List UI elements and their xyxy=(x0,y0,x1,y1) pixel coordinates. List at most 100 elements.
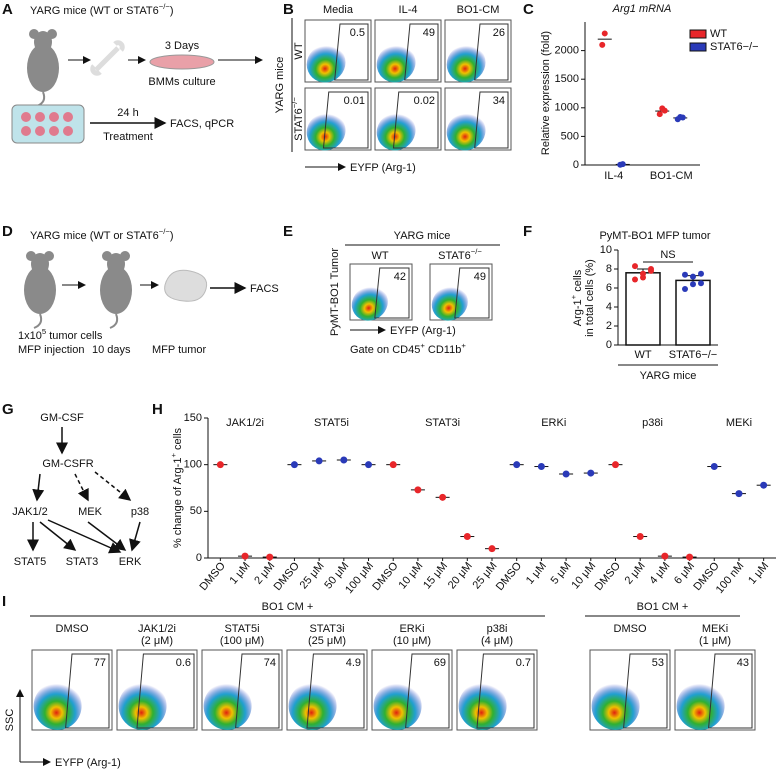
x-tick-label: BO1-CM xyxy=(650,170,693,182)
chart-title: Arg1 mRNA xyxy=(612,3,672,15)
label: MFP tumor xyxy=(152,344,207,356)
gate xyxy=(404,23,439,81)
group-label: BO1 CM + xyxy=(637,601,689,613)
gate-value: 53 xyxy=(652,657,664,669)
data-point xyxy=(266,553,274,561)
pathway-node: MEK xyxy=(78,506,103,518)
x-tick-label: 15 μM xyxy=(421,560,450,591)
plot-label: STAT3i xyxy=(309,623,344,635)
label: BMMs culture xyxy=(148,76,215,88)
panel-title-part: ) xyxy=(170,5,174,17)
y-tick-label: 0 xyxy=(573,159,579,171)
y-tick-label: 4 xyxy=(606,301,612,313)
plot-label: DMSO xyxy=(56,623,89,635)
group-label: STAT5i xyxy=(314,417,349,429)
data-point xyxy=(648,266,654,272)
plate-icon xyxy=(11,104,85,144)
label: 24 h xyxy=(117,107,138,119)
gate xyxy=(405,653,450,729)
group-label: p38i xyxy=(642,417,663,429)
mouse-icon xyxy=(99,250,133,329)
plot-label: JAK1/2i xyxy=(138,623,176,635)
data-point xyxy=(682,285,688,292)
y-tick-label: 8 xyxy=(606,263,612,275)
gate-note-part: + xyxy=(461,341,466,350)
gate xyxy=(306,653,365,729)
gate xyxy=(708,653,753,729)
y-tick-label: 50 xyxy=(190,505,202,517)
panel-title-part: −/− xyxy=(159,227,171,236)
column-label: STAT6−/− xyxy=(438,247,482,262)
plot-label: (10 μM) xyxy=(393,635,431,647)
y-tick-label: 2000 xyxy=(555,45,579,57)
data-point xyxy=(636,533,644,541)
x-tick-label: DMSO xyxy=(593,560,624,593)
gate-value: 42 xyxy=(394,271,406,283)
group-label: STAT3i xyxy=(425,417,460,429)
tumor-icon xyxy=(164,269,208,302)
flow-density xyxy=(118,682,167,730)
y-tick-label: 500 xyxy=(561,130,579,142)
x-tick-label: 25 μM xyxy=(298,560,327,591)
data-point xyxy=(698,270,704,277)
legend-swatch xyxy=(689,29,707,39)
gate-value: 77 xyxy=(94,657,106,669)
gate xyxy=(392,91,439,149)
pathway-node: STAT5 xyxy=(14,556,47,568)
plot-label: (2 μM) xyxy=(141,635,173,647)
panel-title: YARG mice (WT or STAT6−/−) xyxy=(30,227,174,242)
data-point xyxy=(679,114,686,121)
plot-label: MEKi xyxy=(702,623,728,635)
bar xyxy=(675,279,711,346)
gate-value: 0.6 xyxy=(176,657,191,669)
dish-icon xyxy=(149,54,215,70)
column-label: BO1-CM xyxy=(457,4,500,16)
side-label: PyMT-BO1 Tumor xyxy=(329,248,341,336)
x-tick-label: DMSO xyxy=(197,560,228,593)
flow-density xyxy=(458,682,507,730)
y-label: % change of Arg-1+ cells xyxy=(169,427,184,548)
header: YARG mice xyxy=(394,230,451,242)
x-tick-label: 10 μM xyxy=(396,560,425,591)
column-label-part: −/− xyxy=(471,247,483,256)
group-label: JAK1/2i xyxy=(226,417,264,429)
data-point xyxy=(611,461,619,469)
gate-value: 0.5 xyxy=(350,27,365,39)
column-label: WT xyxy=(371,250,388,262)
group-label: ERKi xyxy=(541,417,566,429)
data-point xyxy=(601,30,608,37)
flow-density xyxy=(376,112,416,151)
bar xyxy=(625,272,661,346)
plot-label: (100 μM) xyxy=(220,635,264,647)
gate-value: 49 xyxy=(474,271,486,283)
gate-value: 74 xyxy=(264,657,276,669)
gate xyxy=(334,23,369,81)
label: MFP injection xyxy=(18,344,84,356)
gate-note-part: + xyxy=(420,341,425,350)
group-label: BO1 CM + xyxy=(262,601,314,613)
gate-note-part: CD11b xyxy=(425,344,461,356)
x-label: EYFP (Arg-1) xyxy=(390,325,456,337)
column-label: IL-4 xyxy=(399,4,418,16)
plot-label: (25 μM) xyxy=(308,635,346,647)
y-label: Arg-1+ cells xyxy=(569,269,584,326)
legend-swatch xyxy=(689,42,707,52)
y-label-part: in total cells (%) xyxy=(584,259,596,337)
label: FACS xyxy=(250,283,279,295)
data-point xyxy=(315,457,323,465)
data-point xyxy=(340,456,348,464)
y-label: in total cells (%) xyxy=(584,259,596,337)
data-point xyxy=(690,273,696,280)
panel-label: C xyxy=(523,1,534,18)
chart-title: PyMT-BO1 MFP tumor xyxy=(599,230,710,242)
gate xyxy=(474,23,509,81)
side-label: YARG mice xyxy=(274,57,286,114)
gate-value: 4.9 xyxy=(346,657,361,669)
y-label-part: + xyxy=(169,453,178,458)
data-point xyxy=(619,161,626,168)
data-point xyxy=(632,263,638,270)
data-point xyxy=(587,469,595,477)
gate-note-part: Gate on CD45 xyxy=(350,344,420,356)
data-point xyxy=(710,463,718,471)
